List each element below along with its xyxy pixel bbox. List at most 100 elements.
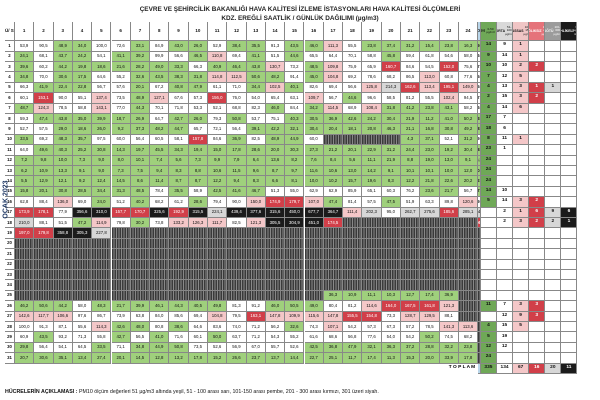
hourly-value: 71,0 xyxy=(227,82,247,94)
hourly-value xyxy=(343,218,363,229)
hourly-value: 8,8 xyxy=(401,155,421,166)
hourly-value: 44,3 xyxy=(130,103,151,114)
day-cell: 30 xyxy=(5,342,15,354)
hourly-value: 7,2 xyxy=(15,155,35,166)
hourly-value: 11,2 xyxy=(420,114,440,125)
hourly-value: 7,3 xyxy=(72,155,93,166)
status-count: 23 xyxy=(480,145,497,156)
hourly-value: 77,0 xyxy=(111,103,131,114)
hourly-value: 71,1 xyxy=(111,342,131,354)
hourly-value: 113,0 xyxy=(420,72,440,83)
hourly-value: 55,2 xyxy=(285,332,305,343)
hourly-value: 44,2 xyxy=(53,62,73,73)
hourly-value: 37,4 xyxy=(381,41,401,52)
day-cell: 8 xyxy=(5,114,15,125)
hourly-value: 58,2 xyxy=(458,103,479,114)
hourly-value xyxy=(246,270,266,281)
hourly-value xyxy=(362,259,382,270)
hourly-value: 152,0 xyxy=(439,62,459,73)
hourly-value xyxy=(92,290,112,302)
status-count: 1 xyxy=(513,41,530,52)
hourly-value: 108,4 xyxy=(362,103,382,114)
status-count: 2 xyxy=(480,93,497,104)
hourly-value: 34,8 xyxy=(15,72,35,83)
status-count xyxy=(497,290,514,302)
status-count: 2 xyxy=(529,218,546,229)
hourly-value: 439,4 xyxy=(227,207,247,218)
hourly-value: 24,1 xyxy=(15,51,35,62)
hourly-value: 285,1 xyxy=(458,207,479,218)
hourly-value: 91,2 xyxy=(246,301,266,312)
hourly-value: 11,1 xyxy=(362,155,382,166)
hourly-value: 160,7 xyxy=(381,62,401,73)
hourly-value: 73,5 xyxy=(111,93,131,104)
status-count xyxy=(561,93,578,104)
hourly-value: 58,0 xyxy=(72,301,93,312)
hourly-value: 41,9 xyxy=(34,82,54,94)
hourly-value: 30,6 xyxy=(34,353,54,364)
status-count xyxy=(480,280,497,291)
hourly-value: 12,8 xyxy=(150,353,170,364)
status-count: 10 xyxy=(480,62,497,73)
status-count xyxy=(561,41,578,52)
hourly-value: 126,3 xyxy=(188,218,208,229)
hourly-value: 49,8 xyxy=(208,301,228,312)
hourly-value xyxy=(362,228,382,239)
hourly-value: 46,1 xyxy=(150,301,170,312)
hourly-value: 7,5 xyxy=(130,166,151,177)
hourly-value: 64,4 xyxy=(323,51,344,62)
hourly-value: 104,8 xyxy=(323,72,344,83)
hourly-value xyxy=(227,280,247,291)
hourly-value: 111,4 xyxy=(343,207,363,218)
hourly-value xyxy=(304,249,324,260)
hourly-value: 170,7 xyxy=(130,207,151,218)
hourly-value: 304,9 xyxy=(285,218,305,229)
hourly-value: 43,0 xyxy=(169,41,189,52)
hourly-value: 19,4 xyxy=(188,145,208,156)
hourly-value: 23,8 xyxy=(362,41,382,52)
status-count: 2 xyxy=(545,218,562,229)
hourly-value: 18,6 xyxy=(72,124,93,135)
status-count: 14 xyxy=(480,186,497,198)
hourly-value: 9,2 xyxy=(111,124,131,135)
hourly-value xyxy=(285,280,305,291)
hourly-value xyxy=(169,290,189,302)
hourly-value: 88,4 xyxy=(34,197,54,208)
hourly-value: 15,7 xyxy=(343,176,363,187)
hourly-value xyxy=(227,259,247,270)
month-label: OCAK 2023 xyxy=(2,179,10,219)
table-corner-header: GÜNÜ/ SAATİ xyxy=(5,22,15,42)
hourly-value: 49,2 xyxy=(458,124,479,135)
hourly-value: 113,6 xyxy=(458,322,479,333)
hourly-value: 15,2 xyxy=(208,353,228,364)
status-count xyxy=(561,342,578,354)
hourly-value: 20,4 xyxy=(323,124,344,135)
hourly-value xyxy=(92,238,112,250)
hourly-value: 65,4 xyxy=(265,93,286,104)
hourly-value: 42,5 xyxy=(208,186,228,198)
hourly-value: 202,3 xyxy=(362,207,382,218)
status-count xyxy=(561,114,578,125)
hourly-value xyxy=(169,228,189,239)
hourly-value: 17,4 xyxy=(362,353,382,364)
hourly-value: 41,6 xyxy=(227,186,247,198)
hourly-value: 149,0 xyxy=(458,82,479,94)
status-count xyxy=(529,41,546,52)
status-count xyxy=(561,155,578,166)
hourly-value: 55,7 xyxy=(265,342,286,354)
hourly-value: 27,4 xyxy=(92,353,112,364)
hourly-value: 34,4 xyxy=(246,82,266,94)
hourly-value: 60,2 xyxy=(34,62,54,73)
hour-header: 7 xyxy=(130,22,151,42)
status-count xyxy=(480,238,497,250)
hourly-value: 74,5 xyxy=(439,332,459,343)
status-count: 4 xyxy=(480,82,497,94)
hourly-value: 9,4 xyxy=(227,176,247,187)
hourly-value: 61,6 xyxy=(304,332,324,343)
status-count xyxy=(529,51,546,62)
hourly-value: 73,5 xyxy=(188,342,208,354)
hourly-value xyxy=(53,249,73,260)
hourly-value: 25,2 xyxy=(72,145,93,156)
hourly-value: 69,2 xyxy=(34,134,54,146)
status-count: 3 xyxy=(513,93,530,104)
